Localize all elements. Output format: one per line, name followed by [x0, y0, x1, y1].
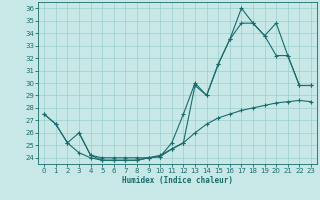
X-axis label: Humidex (Indice chaleur): Humidex (Indice chaleur) — [122, 176, 233, 185]
